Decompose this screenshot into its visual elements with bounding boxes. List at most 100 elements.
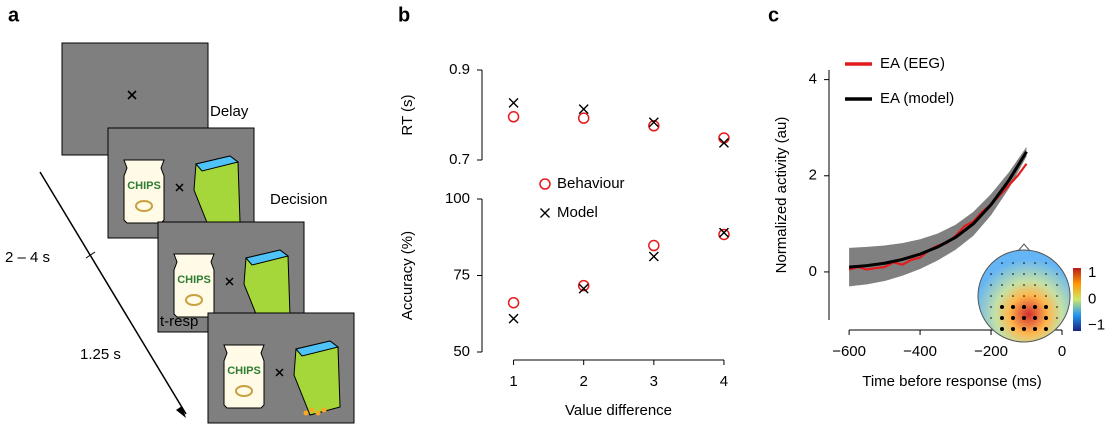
electrode [1033, 327, 1037, 331]
y-tick-label: 2 [809, 167, 817, 184]
marker [578, 104, 589, 115]
electrode [1056, 284, 1058, 286]
electrode [1045, 284, 1047, 286]
electrode [1044, 316, 1048, 320]
x-tick-label: −400 [903, 343, 937, 360]
x-tick-label: 3 [650, 373, 658, 390]
marker [718, 228, 730, 241]
legend-label: EA (EEG) [880, 55, 945, 72]
marker [578, 283, 589, 294]
electrode [1056, 295, 1058, 297]
electrode [1012, 284, 1014, 286]
electrode [1056, 306, 1058, 308]
electrode [1011, 305, 1015, 309]
bag-label: CHIPS [227, 365, 261, 377]
snack-crumb [309, 407, 315, 413]
panel-label: a [8, 4, 20, 26]
electrode [1012, 262, 1014, 264]
electrode [990, 306, 992, 308]
stage-label: Delay [210, 103, 249, 120]
electrode [1034, 284, 1036, 286]
electrode [1056, 317, 1058, 319]
electrode [1023, 273, 1025, 275]
y-axis-label: Normalized activity (au) [773, 117, 790, 274]
legend-label: EA (model) [880, 90, 954, 107]
x-tick-label: −600 [832, 343, 866, 360]
snack-top [245, 249, 290, 266]
screen: CHIPS [107, 127, 255, 239]
panel-label: b [398, 4, 410, 26]
y-tick-label: 75 [453, 266, 470, 283]
electrode [1000, 327, 1004, 331]
x-tick-label: 1 [509, 373, 517, 390]
bag-label: CHIPS [127, 180, 161, 192]
stage-label: t-resp [160, 313, 198, 330]
electrode [1001, 273, 1003, 275]
x-axis-label: Value difference [565, 402, 672, 419]
electrode [1056, 273, 1058, 275]
snack-crumb [321, 407, 327, 413]
snack-top [195, 155, 240, 172]
marker [577, 112, 590, 124]
electrode [1012, 295, 1014, 297]
marker [718, 227, 729, 238]
marker [648, 117, 659, 128]
marker [648, 239, 660, 252]
x-tick-label: 4 [720, 373, 728, 390]
electrode [990, 273, 992, 275]
electrode [1022, 305, 1026, 309]
electrode [1045, 273, 1047, 275]
electrode [1045, 295, 1047, 297]
cross [225, 277, 234, 286]
y-axis-label: Accuracy (%) [399, 231, 416, 320]
marker [718, 132, 730, 144]
cross [175, 183, 184, 192]
x-tick-label: 0 [1058, 343, 1066, 360]
legend-label: Model [557, 204, 598, 221]
marker [508, 313, 519, 324]
x-tick-label: −200 [974, 343, 1008, 360]
duration-label: 1.25 s [80, 346, 121, 363]
y-tick-label: 0.9 [449, 61, 470, 78]
chips-bag [223, 344, 265, 409]
fixation-cross [127, 90, 137, 100]
bag-chip [185, 294, 203, 306]
electrode [1044, 305, 1048, 309]
bag-chip [135, 200, 153, 212]
marker [508, 97, 519, 108]
time-arrow [39, 171, 187, 415]
colorbar-tick-label: 0 [1088, 290, 1096, 307]
marker [648, 120, 660, 132]
y-axis-label: RT (s) [399, 94, 416, 135]
duration-label: 2 – 4 s [5, 249, 50, 266]
electrode [990, 295, 992, 297]
electrode [1034, 262, 1036, 264]
y-tick-label: 50 [453, 343, 470, 360]
electrode [1023, 284, 1025, 286]
screen: CHIPS [207, 312, 355, 424]
electrode [1001, 284, 1003, 286]
electrode [1011, 327, 1015, 331]
marker [648, 251, 659, 262]
colorbar-tick-label: 1 [1088, 264, 1096, 281]
electrode [1023, 295, 1025, 297]
x-axis-label: Time before response (ms) [862, 373, 1042, 390]
topomap-nose [1017, 243, 1031, 252]
colorbar-tick-label: −1 [1088, 317, 1105, 334]
x-tick-label: 2 [580, 373, 588, 390]
marker [507, 296, 520, 309]
electrode [1000, 316, 1004, 320]
series-line [848, 150, 1028, 269]
cross [275, 368, 284, 377]
electrode [1045, 262, 1047, 264]
electrode [1022, 327, 1026, 331]
stage-label: Decision [270, 191, 328, 208]
electrode [990, 284, 992, 286]
bag-label: CHIPS [177, 274, 211, 286]
electrode [1001, 295, 1003, 297]
marker [577, 279, 590, 292]
electrode [990, 317, 992, 319]
snack-crumb [303, 410, 309, 416]
